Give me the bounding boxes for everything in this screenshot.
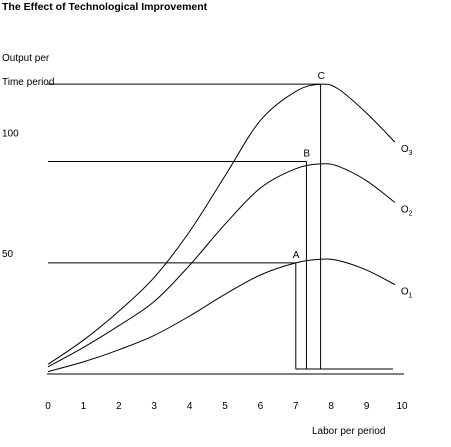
- series-label-o3: O3: [401, 144, 413, 157]
- y-tick-label: 100: [2, 129, 19, 140]
- x-tick-label: 3: [151, 401, 157, 412]
- y-axis-label-line2: Time period: [2, 77, 54, 88]
- curve-o3: [47, 83, 396, 365]
- y-axis-label-line1: Output per: [2, 53, 50, 64]
- x-tick-label: 5: [222, 401, 228, 412]
- x-tick-label: 0: [45, 401, 51, 412]
- x-tick-label: 6: [258, 401, 264, 412]
- curve-o1: [47, 258, 396, 373]
- chart-title: The Effect of Technological Improvement: [2, 1, 208, 13]
- point-label-a: A: [293, 250, 300, 261]
- y-tick-label: 50: [2, 249, 14, 260]
- point-label-c: C: [318, 71, 325, 82]
- x-tick-label: 9: [364, 401, 370, 412]
- x-tick-label: 7: [293, 401, 299, 412]
- curve-o2: [47, 163, 396, 368]
- series-label-o2: O2: [401, 205, 413, 218]
- x-tick-label: 4: [187, 401, 193, 412]
- point-label-b: B: [303, 148, 310, 159]
- x-tick-label: 2: [116, 401, 122, 412]
- x-tick-label: 10: [396, 401, 408, 412]
- series-label-o1: O1: [401, 287, 413, 300]
- x-axis-label: Labor per period: [312, 426, 385, 437]
- x-tick-label: 1: [81, 401, 87, 412]
- x-tick-label: 8: [328, 401, 334, 412]
